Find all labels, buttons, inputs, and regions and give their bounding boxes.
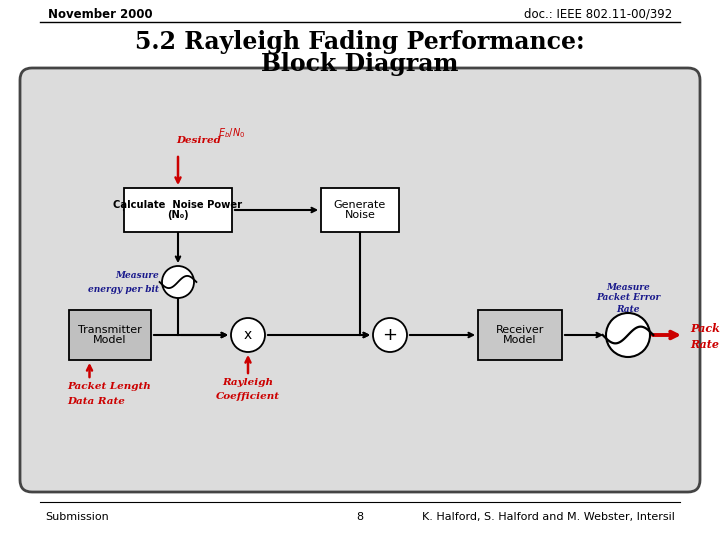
Bar xyxy=(124,188,232,232)
Circle shape xyxy=(373,318,407,352)
Text: Coefficient: Coefficient xyxy=(216,392,280,401)
Text: Packet Error: Packet Error xyxy=(596,294,660,302)
Text: Rate: Rate xyxy=(616,305,640,314)
Text: Transmitter: Transmitter xyxy=(78,325,142,335)
Text: Noise: Noise xyxy=(345,210,375,220)
Text: Desired: Desired xyxy=(176,136,221,145)
Text: (N₀): (N₀) xyxy=(167,210,189,220)
Text: $E_b/N_0$: $E_b/N_0$ xyxy=(218,126,246,140)
Text: 5.2 Rayleigh Fading Performance:: 5.2 Rayleigh Fading Performance: xyxy=(135,30,585,54)
Text: Calculate  Noise Power: Calculate Noise Power xyxy=(114,200,243,210)
Text: x: x xyxy=(244,328,252,342)
Text: Model: Model xyxy=(94,335,127,345)
Text: Model: Model xyxy=(503,335,536,345)
Bar xyxy=(69,310,151,360)
Text: +: + xyxy=(382,326,397,344)
Circle shape xyxy=(162,266,194,298)
Text: Packet Length: Packet Length xyxy=(67,382,150,391)
Text: energy per bit: energy per bit xyxy=(88,285,159,294)
Text: Receiver: Receiver xyxy=(496,325,544,335)
Text: Rayleigh: Rayleigh xyxy=(222,378,274,387)
Text: Measure: Measure xyxy=(606,282,650,292)
Text: 8: 8 xyxy=(356,512,364,522)
Text: Block Diagram: Block Diagram xyxy=(261,52,459,76)
FancyBboxPatch shape xyxy=(20,68,700,492)
Text: Packet Error: Packet Error xyxy=(690,322,720,334)
Text: November 2000: November 2000 xyxy=(48,8,153,21)
Text: Submission: Submission xyxy=(45,512,109,522)
Text: doc.: IEEE 802.11-00/392: doc.: IEEE 802.11-00/392 xyxy=(523,8,672,21)
Text: Rate: Rate xyxy=(690,339,719,349)
Bar xyxy=(478,310,562,360)
Text: K. Halford, S. Halford and M. Webster, Intersil: K. Halford, S. Halford and M. Webster, I… xyxy=(422,512,675,522)
Text: Data Rate: Data Rate xyxy=(67,397,125,406)
Text: Measure: Measure xyxy=(115,272,159,280)
Bar xyxy=(321,188,399,232)
Circle shape xyxy=(606,313,650,357)
Circle shape xyxy=(231,318,265,352)
Text: Generate: Generate xyxy=(334,200,386,210)
